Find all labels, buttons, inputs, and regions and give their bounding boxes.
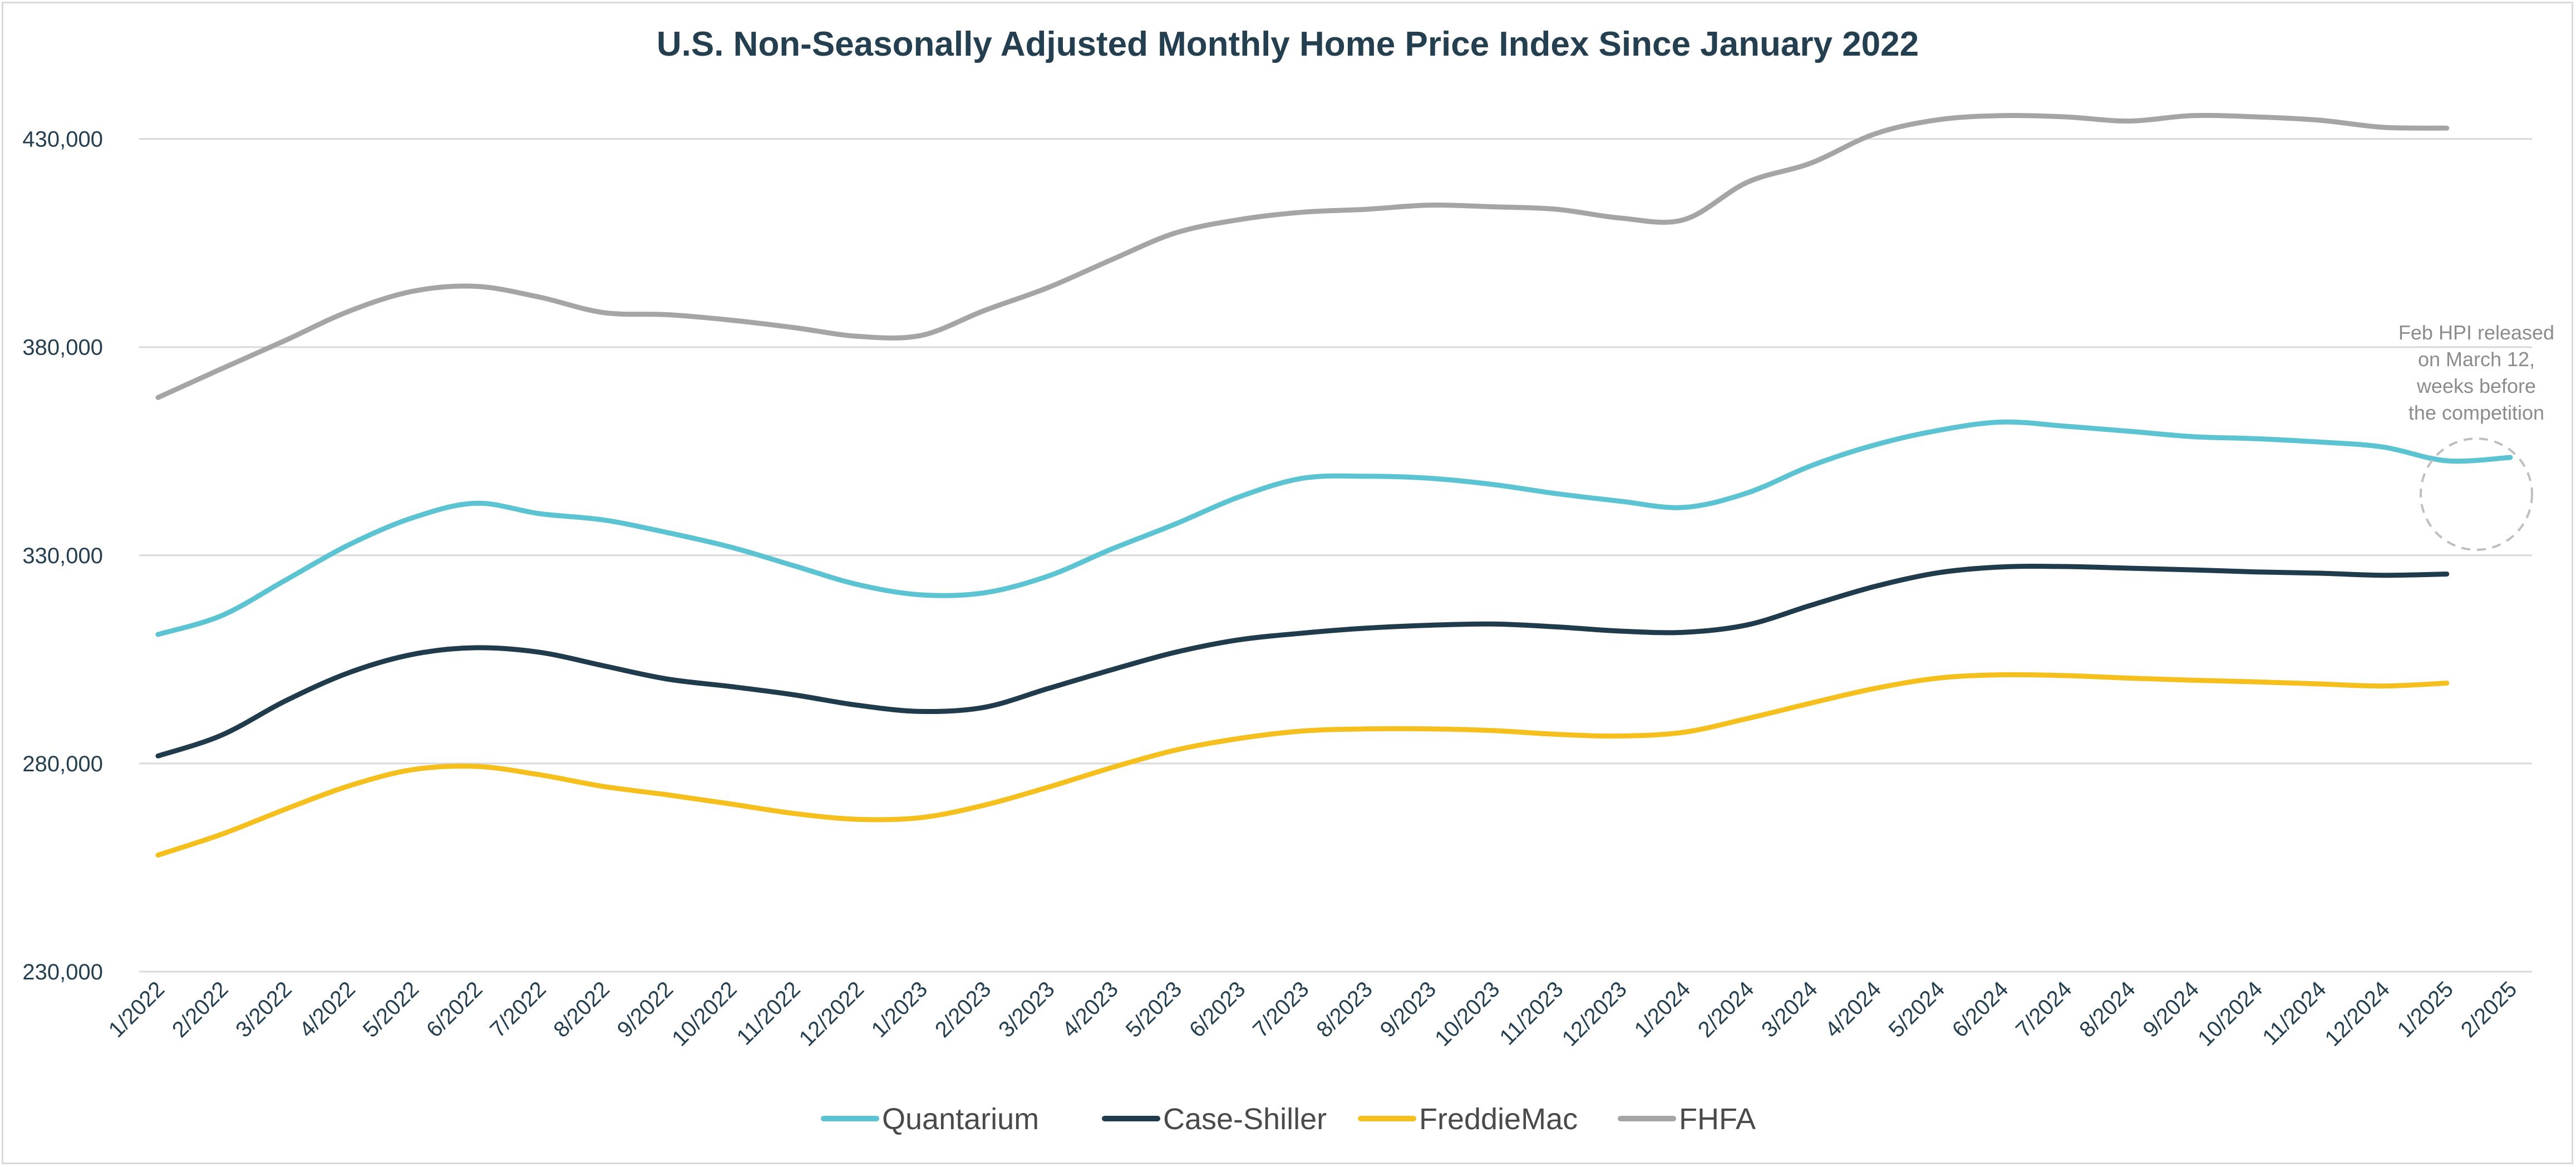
x-tick-label: 1/2023 <box>867 977 933 1042</box>
y-axis-ticks: 230,000 280,000 330,000 380,000 430,000 <box>22 127 103 984</box>
y-tick-label: 380,000 <box>22 336 103 360</box>
x-tick-label: 5/2023 <box>1121 977 1187 1042</box>
x-tick-label: 2/2023 <box>930 977 996 1042</box>
x-tick-label: 12/2022 <box>795 977 869 1051</box>
chart-title: U.S. Non-Seasonally Adjusted Monthly Hom… <box>657 25 1919 63</box>
series-line-quantarium <box>155 419 2513 637</box>
x-tick-label: 10/2023 <box>1430 977 1504 1051</box>
x-tick-label: 1/2024 <box>1630 977 1696 1042</box>
annotation-line-3: weeks before <box>2416 375 2536 397</box>
x-tick-label: 1/2022 <box>104 977 170 1042</box>
legend-label-quantarium: Quantarium <box>882 1102 1039 1136</box>
x-tick-label: 10/2024 <box>2193 977 2267 1051</box>
x-tick-label: 11/2022 <box>732 977 805 1050</box>
annotation-line-2: on March 12, <box>2418 348 2535 371</box>
y-tick-label: 330,000 <box>22 544 103 568</box>
x-tick-label: 11/2024 <box>2258 977 2331 1050</box>
x-tick-label: 4/2022 <box>294 977 360 1042</box>
annotation: Feb HPI released on March 12, weeks befo… <box>2398 321 2554 551</box>
x-tick-label: 2/2022 <box>168 977 233 1042</box>
series-line-fhfa <box>155 112 2450 400</box>
x-tick-label: 4/2024 <box>1820 977 1886 1042</box>
x-tick-label: 2/2024 <box>1693 977 1759 1042</box>
x-tick-label: 6/2022 <box>422 977 487 1042</box>
x-tick-label: 4/2023 <box>1057 977 1123 1042</box>
x-tick-label: 3/2024 <box>1757 977 1823 1042</box>
x-tick-label: 2/2025 <box>2456 977 2522 1042</box>
x-tick-label: 7/2023 <box>1248 977 1314 1042</box>
series-line-freddiemac <box>155 672 2450 858</box>
y-tick-label: 280,000 <box>22 752 103 776</box>
x-tick-label: 3/2023 <box>994 977 1060 1042</box>
annotation-line-4: the competition <box>2408 401 2544 424</box>
x-tick-label: 3/2022 <box>231 977 297 1042</box>
x-tick-label: 10/2022 <box>667 977 741 1051</box>
series-line-case-shiller <box>155 564 2450 759</box>
x-tick-label: 8/2024 <box>2075 977 2140 1042</box>
annotation-line-1: Feb HPI released <box>2398 321 2554 344</box>
x-axis-ticks: 1/20222/20223/20224/20225/20226/20227/20… <box>104 977 2522 1051</box>
x-tick-label: 5/2024 <box>1884 977 1950 1042</box>
x-tick-label: 5/2022 <box>358 977 424 1042</box>
gridlines <box>139 138 2532 765</box>
y-tick-label: 230,000 <box>22 960 103 984</box>
legend-label-freddiemac: FreddieMac <box>1419 1102 1578 1136</box>
annotation-circle <box>2420 437 2533 551</box>
legend-label-fhfa: FHFA <box>1679 1102 1756 1136</box>
series-lines <box>155 112 2513 858</box>
legend-label-case-shiller: Case-Shiller <box>1163 1102 1327 1136</box>
x-tick-label: 6/2024 <box>1948 977 2013 1042</box>
y-tick-label: 430,000 <box>22 127 103 152</box>
x-tick-label: 12/2023 <box>1558 977 1632 1051</box>
x-tick-label: 7/2022 <box>485 977 551 1042</box>
x-tick-label: 7/2024 <box>2011 977 2077 1042</box>
x-tick-label: 6/2023 <box>1185 977 1250 1042</box>
legend: Quantarium Case-Shiller FreddieMac FHFA <box>821 1102 1756 1136</box>
x-tick-label: 11/2023 <box>1495 977 1568 1050</box>
x-tick-label: 8/2023 <box>1312 977 1377 1042</box>
x-tick-label: 1/2025 <box>2392 977 2458 1042</box>
x-tick-label: 8/2022 <box>549 977 614 1042</box>
x-tick-label: 12/2024 <box>2321 977 2395 1051</box>
